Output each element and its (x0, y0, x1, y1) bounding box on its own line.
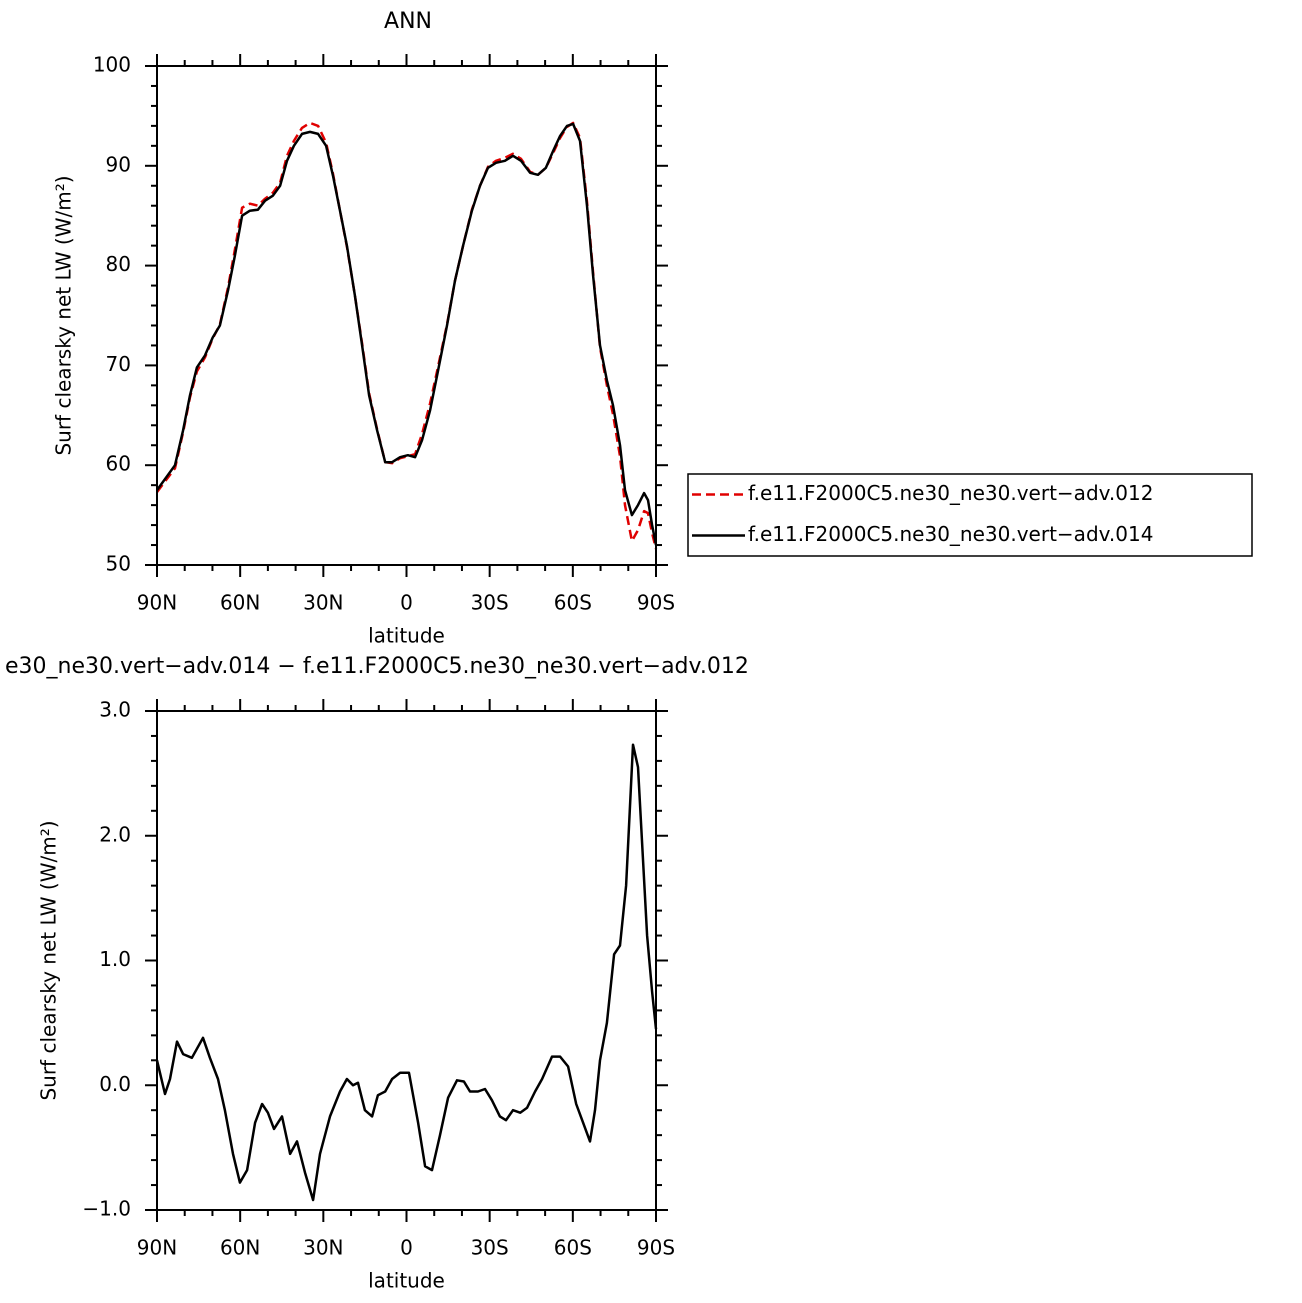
legend-box (687, 473, 1253, 557)
chart-title: e30_ne30.vert−adv.014 − f.e11.F2000C5.ne… (5, 654, 749, 679)
legend-label: f.e11.F2000C5.ne30_ne30.vert−adv.014 (748, 522, 1153, 546)
y-tick-label: 1.0 (99, 947, 131, 971)
plot-frame (156, 65, 657, 566)
y-axis-label: Surf clearsky net LW (W/m²) (52, 175, 76, 455)
x-tick-label: 30S (471, 591, 509, 615)
y-tick-label: 90 (106, 152, 131, 176)
x-tick-label: 0 (400, 1236, 413, 1260)
x-tick-label: 90N (137, 1236, 177, 1260)
x-axis-label: latitude (368, 1269, 445, 1293)
x-tick-label: 90S (637, 591, 675, 615)
data-line (155, 122, 658, 546)
y-tick-label: 3.0 (99, 698, 131, 722)
plot-frame (156, 710, 657, 1211)
y-tick-label: 60 (106, 452, 131, 476)
y-axis-label: Surf clearsky net LW (W/m²) (37, 820, 61, 1100)
x-tick-label: 60S (554, 591, 592, 615)
x-tick-label: 60S (554, 1236, 592, 1260)
x-axis-label: latitude (368, 624, 445, 648)
y-tick-label: 2.0 (99, 822, 131, 846)
x-tick-label: 0 (400, 591, 413, 615)
y-tick-label: 50 (106, 552, 131, 576)
y-tick-label: 100 (93, 53, 131, 77)
y-tick-label: 70 (106, 352, 131, 376)
y-tick-label: 0.0 (99, 1072, 131, 1096)
x-tick-label: 90N (137, 591, 177, 615)
x-tick-label: 60N (220, 1236, 260, 1260)
data-line (156, 121, 658, 550)
x-tick-label: 30S (471, 1236, 509, 1260)
y-tick-label: −1.0 (82, 1197, 131, 1221)
x-tick-label: 30N (303, 591, 343, 615)
x-tick-label: 90S (637, 1236, 675, 1260)
x-tick-label: 60N (220, 591, 260, 615)
data-line (155, 743, 658, 1202)
x-tick-label: 30N (303, 1236, 343, 1260)
legend-label: f.e11.F2000C5.ne30_ne30.vert−adv.012 (748, 481, 1153, 505)
chart-title: ANN (384, 9, 432, 34)
y-tick-label: 80 (106, 252, 131, 276)
